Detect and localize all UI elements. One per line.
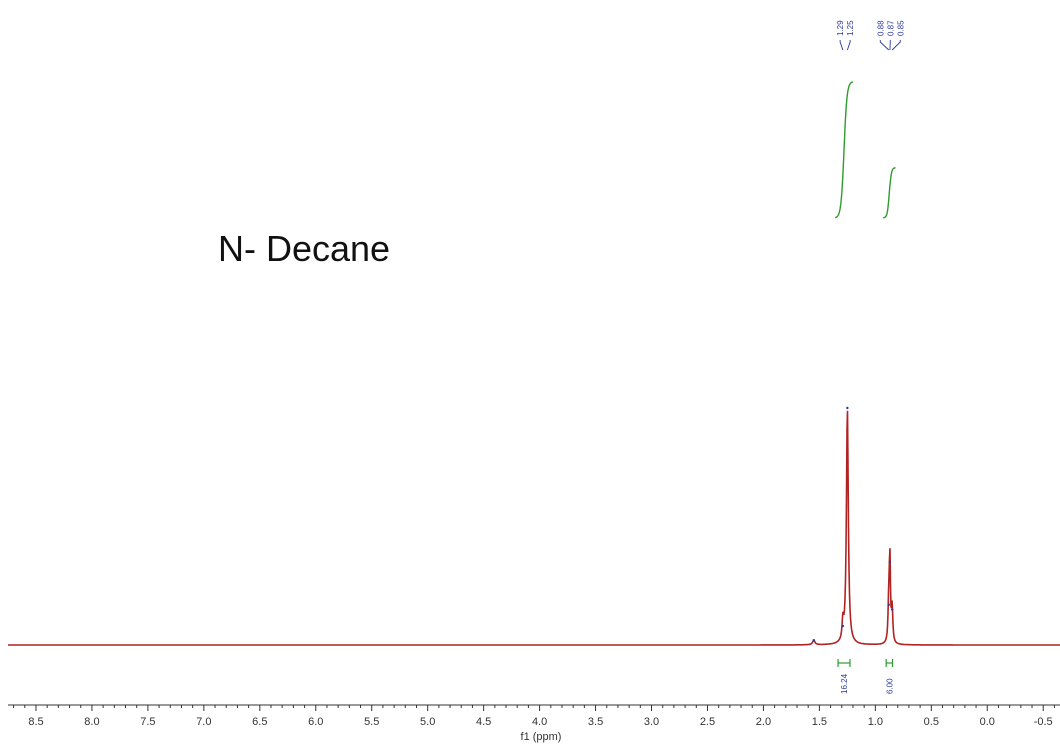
x-tick-label: 1.5 xyxy=(812,716,827,728)
peak-label: 1.29 xyxy=(836,20,845,36)
peak-top-marker xyxy=(841,624,845,628)
integral-curve xyxy=(882,167,896,219)
x-tick-label: 5.0 xyxy=(420,716,435,728)
spectrum-trace xyxy=(8,406,1060,646)
peak-top-marker xyxy=(888,560,892,564)
peak-leader-line xyxy=(839,40,844,51)
peak-label: 0.87 xyxy=(886,20,895,36)
x-tick-label: 6.5 xyxy=(252,716,267,728)
peak-top-marker xyxy=(846,406,849,410)
x-tick-label: 7.5 xyxy=(140,716,155,728)
integral-value-label: 16.24 xyxy=(840,673,849,694)
x-tick-label: -0.5 xyxy=(1034,716,1053,728)
x-axis-label: f1 (ppm) xyxy=(521,731,562,743)
x-tick-label: 3.5 xyxy=(588,716,603,728)
x-tick-label: 8.0 xyxy=(84,716,99,728)
x-tick-label: 0.0 xyxy=(980,716,995,728)
integral-curves xyxy=(834,81,896,219)
x-tick-label: 1.0 xyxy=(868,716,883,728)
x-tick-label: 4.0 xyxy=(532,716,547,728)
x-tick-label: 6.0 xyxy=(308,716,323,728)
peak-leader-line xyxy=(879,40,890,51)
peak-label: 1.25 xyxy=(846,20,855,36)
x-tick-label: 3.0 xyxy=(644,716,659,728)
x-tick-label: 2.0 xyxy=(756,716,771,728)
x-tick-label: 8.5 xyxy=(28,716,43,728)
x-tick-label: 4.5 xyxy=(476,716,491,728)
integral-curve xyxy=(834,81,854,219)
x-tick-label: 7.0 xyxy=(196,716,211,728)
x-tick-label: 5.5 xyxy=(364,716,379,728)
peak-labels: 1.29 1.25 0.88 0.87 0.85 xyxy=(836,20,905,51)
peak-top-marker xyxy=(890,608,894,611)
x-axis: 8.5 8.0 7.5 7.0 6.5 6.0 5.5 5.0 4.5 4.0 3.5 3.0 2.5 2… xyxy=(8,704,1060,728)
spectrum-line xyxy=(8,410,1060,646)
peak-label: 0.85 xyxy=(896,20,905,36)
x-tick-label: 0.5 xyxy=(924,716,939,728)
chart-title: N- Decane xyxy=(218,228,391,269)
x-tick-label: 2.5 xyxy=(700,716,715,728)
integral-labels: 16.24 6.00 xyxy=(837,659,894,694)
integral-value-label: 6.00 xyxy=(885,678,894,694)
peak-top-marker xyxy=(887,603,890,606)
peak-leader-line xyxy=(846,40,851,51)
peak-top-marker xyxy=(812,639,815,642)
peak-label: 0.88 xyxy=(876,20,885,36)
peak-leader-line xyxy=(891,40,901,51)
